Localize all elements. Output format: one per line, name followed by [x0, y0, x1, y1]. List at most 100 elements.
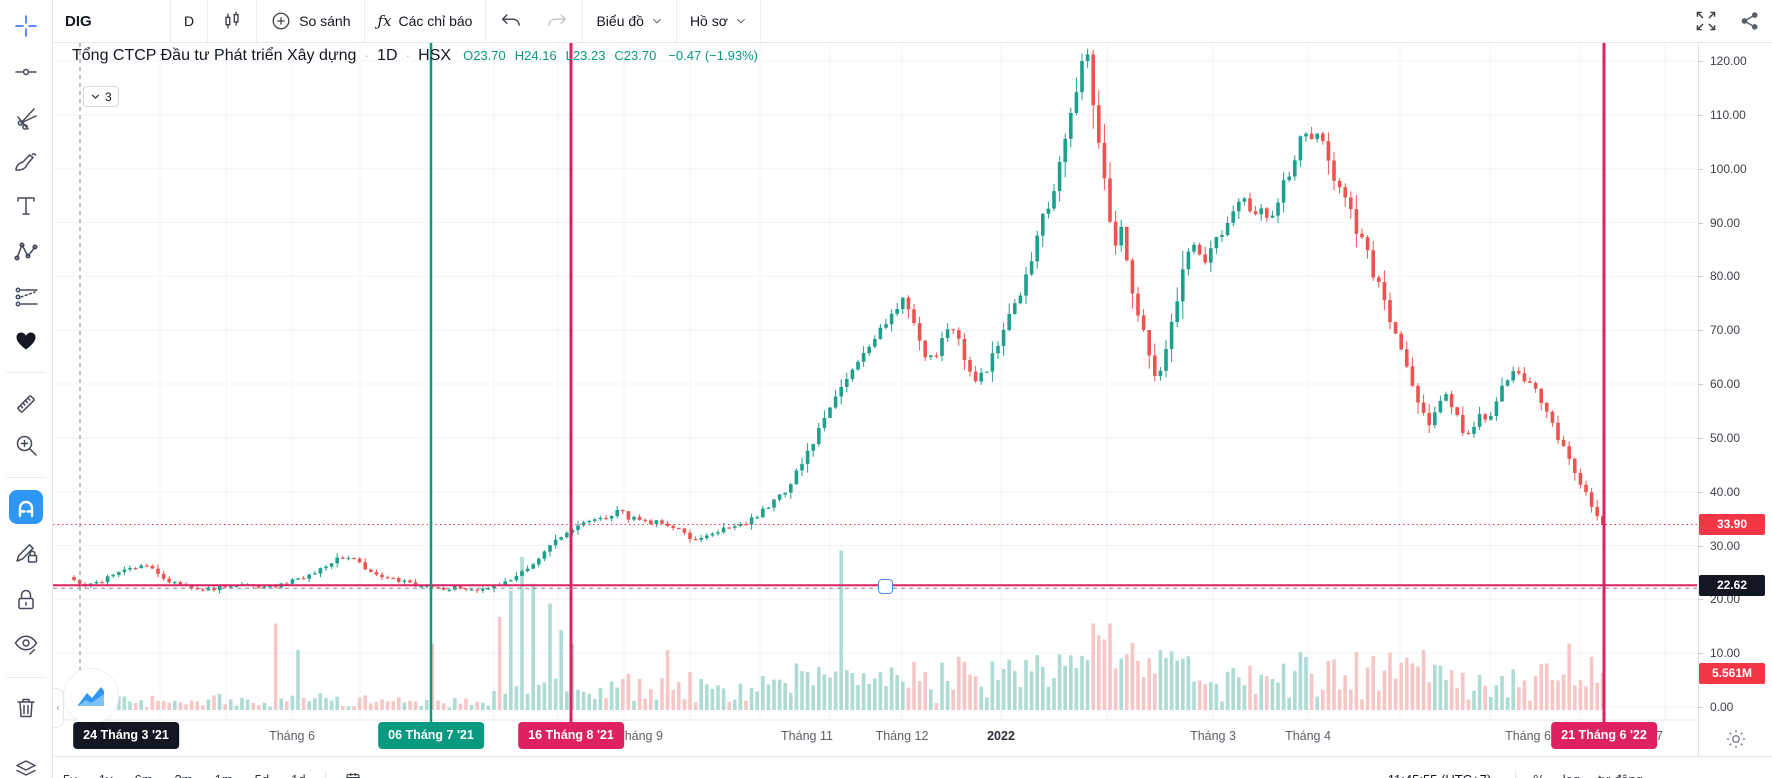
legend-title: Tổng CTCP Đầu tư Phát triển Xây dựng: [72, 47, 357, 64]
favorites-heart-tool[interactable]: [12, 326, 40, 354]
text-tool[interactable]: [12, 192, 40, 220]
scale-buttons: %logtự động: [1524, 772, 1652, 778]
price-axis-label: 110.00: [1710, 107, 1746, 122]
time-axis-label: Tháng 6: [269, 729, 315, 743]
price-axis-label: 120.00: [1710, 54, 1747, 69]
chart-style-button[interactable]: [208, 0, 256, 42]
toolbar-separator: [759, 0, 761, 42]
sidebar-separator: [6, 677, 46, 678]
indicators-label: Các chỉ báo: [398, 13, 473, 29]
price-tick: [1698, 437, 1703, 439]
drawing-toolbar: [0, 0, 53, 778]
time-axis-label: Tháng 9: [617, 729, 663, 743]
compare-button[interactable]: So sánh: [257, 0, 363, 42]
range-button-5d[interactable]: 5d: [244, 772, 280, 778]
chart-legend: Tổng CTCP Đầu tư Phát triển Xây dựng · 1…: [72, 47, 758, 65]
price-tick: [1698, 384, 1703, 386]
legend-collapse-chip[interactable]: 3: [83, 86, 119, 107]
redo-button[interactable]: [534, 0, 582, 42]
toolbar-separator: [363, 0, 365, 42]
compare-label: So sánh: [299, 13, 351, 29]
legend-l-value: L23.23: [565, 48, 606, 63]
trend-line-tool[interactable]: [12, 58, 40, 86]
range-button-1y[interactable]: 1y: [88, 772, 124, 778]
price-tick: [1698, 707, 1703, 708]
toolbar-separator: [582, 0, 584, 42]
share-button[interactable]: [1728, 0, 1772, 42]
magnet-tool[interactable]: [9, 490, 43, 524]
zoom-in-icon: [16, 435, 37, 456]
symbol-button[interactable]: DIG: [52, 0, 170, 42]
grid-lines: [53, 43, 1697, 720]
calendar-icon[interactable]: [344, 770, 362, 778]
pitchfork-tool[interactable]: [12, 104, 40, 132]
crosshair-icon: [15, 15, 37, 37]
lock-all-tool[interactable]: [12, 586, 40, 614]
sidebar-separator: [6, 372, 46, 373]
toolbar-separator: [485, 0, 487, 42]
price-axis-label: 30.00: [1710, 538, 1741, 553]
range-button-1m[interactable]: 1m: [204, 772, 244, 778]
time-axis-badge: 24 Tháng 3 '21: [73, 722, 179, 749]
range-button-3m[interactable]: 3m: [164, 772, 204, 778]
chevron-down-icon: [91, 94, 100, 99]
horizontal-line-handle[interactable]: [877, 578, 893, 594]
bottombar-separator: [1515, 771, 1517, 778]
xabcd-pattern-tool[interactable]: [12, 238, 40, 266]
time-axis-settings-button[interactable]: [1725, 728, 1747, 750]
price-axis-label: 50.00: [1710, 430, 1741, 445]
brush-tool[interactable]: [12, 148, 40, 176]
scale-button-log[interactable]: log: [1554, 772, 1589, 778]
time-axis-badge: 21 Tháng 6 '22: [1551, 722, 1657, 749]
interval-button[interactable]: D: [171, 0, 207, 42]
remove-drawings-tool[interactable]: [12, 694, 40, 722]
range-button-1d[interactable]: 1d: [280, 772, 316, 778]
price-tick: [1698, 61, 1703, 63]
remove-drawings-icon: [17, 698, 35, 718]
price-axis-label: 90.00: [1710, 215, 1741, 230]
ruler-tool[interactable]: [12, 390, 40, 418]
legend-ohlc-values: O23.70 H24.16 L23.23 C23.70: [463, 48, 656, 63]
zoom-in-tool[interactable]: [12, 431, 40, 459]
broker-logo-watermark: [63, 668, 119, 724]
hide-drawings-tool[interactable]: [12, 630, 40, 658]
chart-menu-button[interactable]: Biểu đồ: [583, 0, 675, 42]
range-button-6m[interactable]: 6m: [123, 772, 163, 778]
drawing-lock-tool[interactable]: [12, 538, 40, 566]
toolbar-separator: [675, 0, 677, 42]
legend-exchange: HSX: [418, 47, 452, 64]
chevron-down-icon: [736, 18, 745, 24]
toolbar-separator: [170, 0, 171, 42]
scale-button-%[interactable]: %: [1524, 772, 1554, 778]
range-button-5y[interactable]: 5y: [52, 772, 88, 778]
price-axis-label: 40.00: [1710, 484, 1741, 499]
pitchfork-icon: [17, 108, 37, 130]
time-axis-label: Tháng 3: [1190, 729, 1236, 743]
crosshair-tool[interactable]: [12, 12, 40, 40]
legend-interval: 1D: [377, 47, 398, 64]
chart-menu-label: Biểu đồ: [596, 13, 644, 29]
price-tick: [1698, 545, 1703, 547]
legend-dot: ·: [405, 47, 411, 63]
legend-change: −0.47 (−1.93%): [668, 48, 758, 63]
scale-button-tự động[interactable]: tự động: [1589, 772, 1652, 778]
favorites-heart-icon: [16, 332, 36, 350]
fullscreen-button[interactable]: [1684, 0, 1728, 42]
object-tree-tool[interactable]: [12, 752, 40, 778]
price-tick: [1698, 491, 1703, 493]
profile-menu-label: Hồ sơ: [689, 13, 728, 29]
candlesticks: [72, 48, 1605, 594]
range-buttons: 5y1y6m3m1m5d1d: [52, 772, 317, 778]
forecast-tool[interactable]: [12, 283, 40, 311]
time-axis-label: Tháng 11: [781, 729, 833, 743]
undo-button[interactable]: [486, 0, 534, 42]
indicators-button[interactable]: ƒx Các chỉ báo: [365, 0, 486, 42]
price-axis-label: 20.00: [1710, 592, 1741, 607]
profile-menu-button[interactable]: Hồ sơ: [677, 0, 760, 42]
forecast-icon: [15, 287, 38, 307]
price-axis-label: 80.00: [1710, 269, 1741, 284]
price-axis-label: 10.00: [1710, 646, 1741, 661]
magnet-icon: [18, 500, 34, 518]
